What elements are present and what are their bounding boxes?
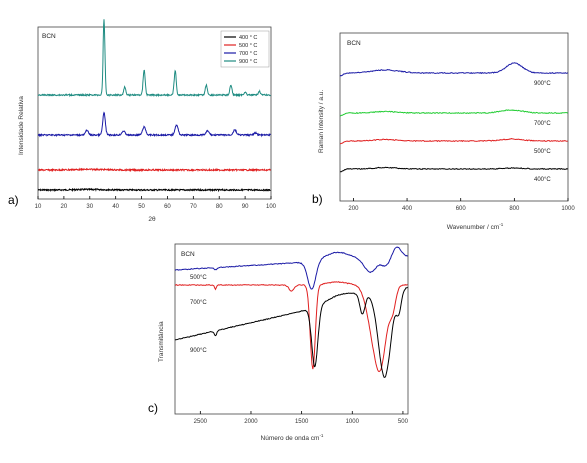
panel-c-series-label: 500°C — [190, 275, 207, 281]
panel-c-ftir-chart: 2500 2000 1500 1000 500 BCN Número de onda c… — [148, 243, 409, 442]
panel-c-y-axis-label: Transmitância — [158, 321, 165, 362]
panel-b-raman-chart: 200 400 600 800 1000 BCN Wavenumber / cm-1 R… — [312, 32, 575, 231]
panel-b-series-label: 500°C — [534, 149, 551, 155]
panel-c-series-line — [174, 286, 408, 378]
panel-a-series-line — [38, 167, 271, 173]
panel-a-frame — [37, 26, 272, 200]
panel-a-y-axis-label: Intensidade Relativa — [18, 96, 25, 155]
panel-c-series-label: 700°C — [190, 300, 207, 306]
panel-b-x-ticks: 200 400 600 800 1000 — [348, 198, 575, 212]
panel-b-x-tick-label: 400 — [402, 206, 413, 212]
panel-a-letter: a) — [8, 193, 19, 207]
panel-b-series-labels: 400°C 500°C 700°C 900°C — [534, 81, 551, 183]
panel-c-x-axis-label: Número de onda cm-1 — [261, 433, 324, 442]
panel-a-x-tick-label: 70 — [190, 204, 197, 210]
panel-b-x-axis-label-text: Wavenumber / cm — [447, 224, 500, 231]
panel-a-legend-entry: 400 ° C — [239, 35, 257, 41]
panel-a-sample-label: BCN — [42, 33, 56, 40]
panel-a-x-tick-label: 50 — [138, 204, 145, 210]
panel-a-legend: 400 ° C 500 ° C 700 ° C 900 ° C — [220, 30, 270, 68]
panel-c-sample-label: BCN — [181, 251, 195, 258]
panel-c-letter: c) — [148, 401, 158, 415]
panel-b-series-label: 700°C — [534, 121, 551, 127]
panel-c-x-tick-label: 1500 — [295, 419, 309, 425]
panel-c-x-tick-label: 1000 — [346, 419, 360, 425]
panel-b-y-axis-label: Raman Intensity / a.u. — [318, 90, 325, 153]
panel-a-series-line — [37, 187, 271, 193]
panel-c-series-line — [174, 246, 408, 290]
panel-b-x-tick-label: 1000 — [561, 206, 575, 212]
panel-a-xrd-chart: 10 20 30 40 50 60 70 80 90 100 BCN 2θ Intensidade… — [8, 19, 277, 223]
panel-a-x-tick-label: 10 — [35, 204, 42, 210]
panel-b-letter: b) — [312, 192, 323, 206]
panel-b-series-label: 400°C — [534, 177, 551, 183]
panel-b-x-axis-label-sup: -1 — [499, 222, 503, 227]
panel-b-series-line — [339, 109, 568, 117]
panel-b-x-tick-label: 200 — [348, 206, 359, 212]
panel-c-series-label: 900°C — [190, 348, 207, 354]
panel-c-x-axis-label-text: Número de onda cm — [261, 435, 320, 442]
panel-b-frame — [339, 32, 569, 202]
panel-a-legend-entry: 900 ° C — [239, 59, 257, 65]
panel-a-x-tick-label: 40 — [112, 204, 119, 210]
panel-a-x-ticks: 10 20 30 40 50 60 70 80 90 100 — [35, 196, 277, 210]
panel-a-curves — [37, 19, 271, 193]
panel-c-x-tick-label: 2500 — [194, 419, 208, 425]
panel-a-series-line — [37, 111, 271, 138]
panel-c-x-tick-label: 2000 — [244, 419, 258, 425]
panel-a-legend-entry: 500 ° C — [239, 43, 257, 49]
panel-c-frame — [174, 243, 409, 415]
panel-a-x-tick-label: 60 — [164, 204, 171, 210]
panel-a-series-line — [37, 19, 271, 98]
panel-b-series-line — [340, 166, 568, 173]
panel-c-series-labels: 500°C 700°C 900°C — [190, 275, 207, 354]
panel-a-x-tick-label: 90 — [242, 204, 249, 210]
panel-c-series-line — [174, 281, 408, 373]
panel-a-x-tick-label: 100 — [266, 204, 277, 210]
panel-c-x-tick-label: 500 — [398, 419, 409, 425]
panel-a-x-tick-label: 20 — [61, 204, 68, 210]
panel-a-x-tick-label: 30 — [86, 204, 93, 210]
panel-b-x-tick-label: 800 — [509, 206, 520, 212]
panel-b-x-tick-label: 600 — [456, 206, 467, 212]
panel-c-x-axis-label-sup: -1 — [319, 433, 323, 438]
panel-c-curves — [174, 246, 408, 378]
panel-a-x-tick-label: 80 — [216, 204, 223, 210]
panel-b-curves — [339, 62, 568, 173]
panel-b-series-line — [339, 62, 568, 77]
panel-b-series-line — [339, 138, 568, 145]
panel-b-x-axis-label: Wavenumber / cm-1 — [447, 222, 504, 231]
panel-a-legend-entry: 700 ° C — [239, 51, 257, 57]
panel-c-x-ticks: 2500 2000 1500 1000 500 — [194, 411, 409, 425]
panel-a-x-axis-label: 2θ — [148, 216, 156, 223]
panel-b-series-label: 900°C — [534, 81, 551, 87]
panel-b-sample-label: BCN — [347, 40, 361, 47]
